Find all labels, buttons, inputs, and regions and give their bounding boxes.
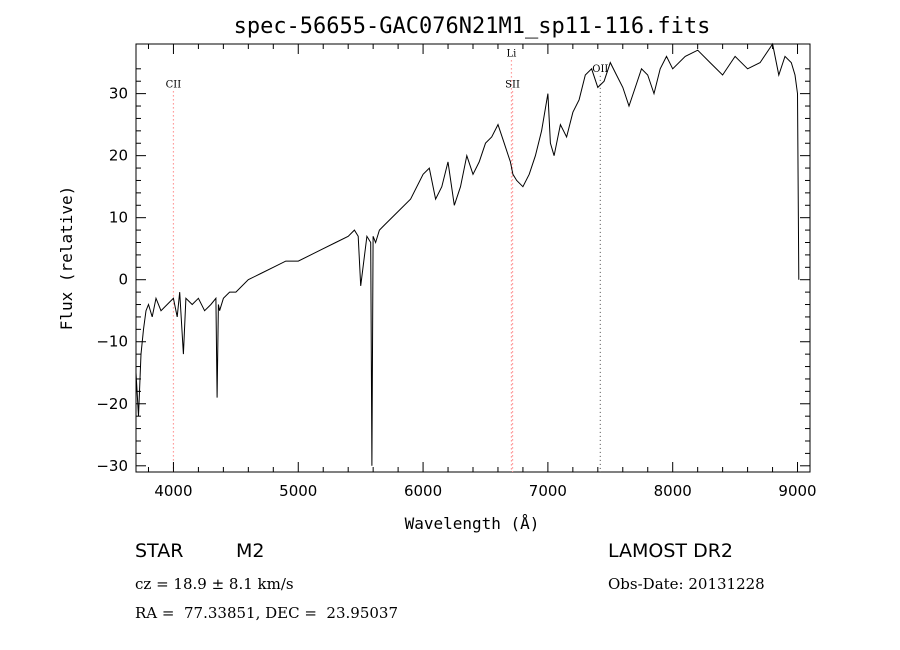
chart-title: spec-56655-GAC076N21M1_sp11-116.fits	[234, 14, 711, 39]
y-tick-label: −10	[96, 333, 128, 351]
marker-label-cii: CII	[166, 79, 182, 90]
survey-name: LAMOST DR2	[608, 540, 733, 562]
object-class: STAR	[135, 540, 184, 562]
flux-line	[135, 42, 800, 466]
redshift-velocity: cz = 18.9 ± 8.1 km/s	[135, 575, 294, 593]
y-tick-label: −30	[96, 457, 128, 475]
x-tick-label: 5000	[279, 482, 317, 500]
y-tick-label: 30	[109, 85, 128, 103]
x-tick-label: 7000	[529, 482, 567, 500]
y-tick-label: 20	[109, 147, 128, 165]
y-tick-label: 10	[109, 209, 128, 227]
y-ticks: −30 −20 −10 0 10 20 30	[96, 68, 810, 475]
y-axis-label: Flux (relative)	[57, 186, 76, 331]
coordinates: RA = 77.33851, DEC = 23.95037	[135, 604, 399, 622]
x-axis-label: Wavelength (Å)	[405, 514, 540, 533]
observation-date: Obs-Date: 20131228	[608, 575, 765, 593]
plot-frame	[135, 43, 811, 473]
x-tick-label: 4000	[154, 482, 192, 500]
x-tick-label: 9000	[778, 482, 816, 500]
y-tick-label: −20	[96, 395, 128, 413]
object-subclass: M2	[236, 540, 265, 562]
spectral-line-markers: CII Li SII OII	[166, 48, 608, 472]
x-ticks: 4000 5000 6000 7000 8000 9000	[147, 44, 817, 500]
y-tick-label: 0	[118, 271, 128, 289]
x-tick-label: 6000	[404, 482, 442, 500]
x-tick-label: 8000	[654, 482, 692, 500]
marker-label-sii: SII	[505, 79, 520, 90]
marker-label-li: Li	[507, 48, 517, 59]
marker-label-oii: OII	[592, 64, 608, 75]
